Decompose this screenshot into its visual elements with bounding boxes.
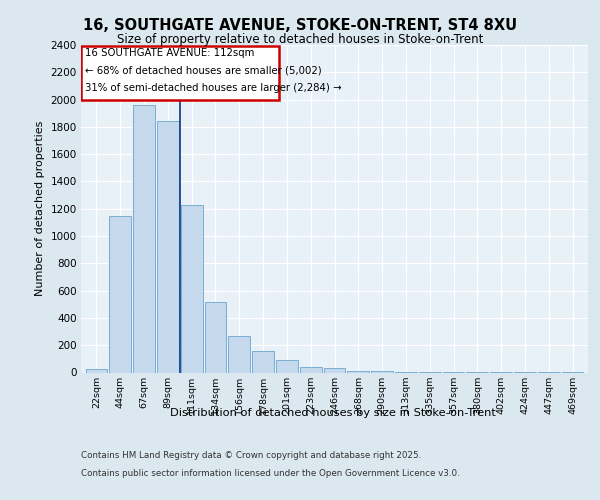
Bar [252, 352, 274, 372]
Bar [229, 336, 250, 372]
Text: 16, SOUTHGATE AVENUE, STOKE-ON-TRENT, ST4 8XU: 16, SOUTHGATE AVENUE, STOKE-ON-TRENT, ST… [83, 18, 517, 32]
Text: 31% of semi-detached houses are larger (2,284) →: 31% of semi-detached houses are larger (… [85, 82, 341, 92]
FancyBboxPatch shape [81, 46, 278, 100]
Text: Contains HM Land Registry data © Crown copyright and database right 2025.: Contains HM Land Registry data © Crown c… [81, 450, 421, 460]
Bar [86, 370, 107, 372]
Bar [181, 204, 203, 372]
Text: Distribution of detached houses by size in Stoke-on-Trent: Distribution of detached houses by size … [170, 408, 496, 418]
Text: Size of property relative to detached houses in Stoke-on-Trent: Size of property relative to detached ho… [117, 32, 483, 46]
Bar [300, 367, 322, 372]
Bar [109, 216, 131, 372]
Bar [276, 360, 298, 372]
Bar [371, 371, 393, 372]
Bar [323, 368, 346, 372]
Text: ← 68% of detached houses are smaller (5,002): ← 68% of detached houses are smaller (5,… [85, 66, 322, 76]
Y-axis label: Number of detached properties: Number of detached properties [35, 121, 45, 296]
Bar [133, 105, 155, 372]
Text: Contains public sector information licensed under the Open Government Licence v3: Contains public sector information licen… [81, 469, 460, 478]
Bar [347, 371, 369, 372]
Text: 16 SOUTHGATE AVENUE: 112sqm: 16 SOUTHGATE AVENUE: 112sqm [85, 48, 254, 58]
Bar [157, 120, 179, 372]
Bar [205, 302, 226, 372]
